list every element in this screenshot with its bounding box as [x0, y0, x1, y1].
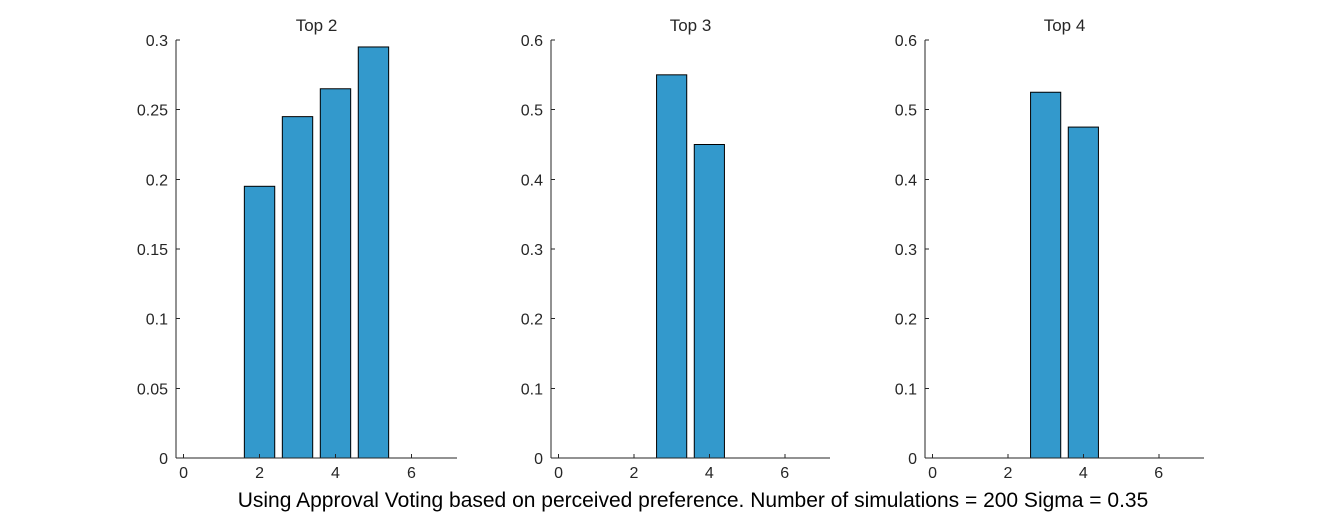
bar-5: [357, 46, 390, 459]
y-tick-label: 0.5: [895, 103, 917, 120]
x-tick-label: 0: [554, 465, 563, 482]
bar-3: [656, 74, 688, 459]
chart-panel-top-2: 0 0.05 0.1 0.15 0.2 0.25 0.3 0 2 4 6 Top 2: [137, 16, 457, 482]
chart-panel-top-3: 0 0.1 0.2 0.3 0.4 0.5 0.6 0 2 4 6 Top 3: [521, 16, 830, 482]
x-tick-label: 4: [1079, 465, 1088, 482]
y-tick-label: 0.15: [137, 242, 168, 259]
y-tick-label: 0: [908, 451, 917, 468]
figure-caption: Using Approval Voting based on perceived…: [238, 489, 1149, 512]
x-tick-label: 2: [629, 465, 638, 482]
bar-4: [319, 88, 352, 459]
y-tick-label: 0.1: [895, 381, 917, 398]
x-tick-label: 6: [780, 465, 789, 482]
bar-2: [243, 185, 276, 459]
x-tick-label: 6: [1154, 465, 1163, 482]
panel-title: Top 4: [1044, 16, 1086, 35]
y-tick-label: 0.05: [137, 381, 168, 398]
y-tick-label: 0.4: [521, 172, 543, 189]
x-tick-label: 2: [255, 465, 264, 482]
bar-4: [1067, 126, 1099, 459]
chart-panel-top-4: 0 0.1 0.2 0.3 0.4 0.5 0.6 0 2 4 6 Top 4: [895, 16, 1204, 482]
panel-title: Top 2: [296, 16, 338, 35]
x-tick-label: 4: [331, 465, 340, 482]
bar-4: [693, 144, 725, 459]
y-tick-label: 0.1: [521, 381, 543, 398]
x-tick-label: 2: [1003, 465, 1012, 482]
x-tick-label: 6: [407, 465, 416, 482]
panel-title: Top 3: [670, 16, 712, 35]
y-tick-label: 0.2: [146, 172, 168, 189]
bar-3: [281, 116, 314, 459]
y-tick-label: 0: [534, 451, 543, 468]
y-tick-label: 0: [159, 451, 168, 468]
y-tick-label: 0.2: [895, 312, 917, 329]
x-tick-label: 0: [179, 465, 188, 482]
y-tick-label: 0.5: [521, 103, 543, 120]
y-tick-label: 0.6: [521, 33, 543, 50]
x-tick-label: 0: [928, 465, 937, 482]
y-tick-label: 0.3: [521, 242, 543, 259]
y-tick-label: 0.3: [895, 242, 917, 259]
y-tick-label: 0.3: [146, 33, 168, 50]
bar-3: [1030, 91, 1062, 459]
y-tick-label: 0.4: [895, 172, 917, 189]
y-tick-label: 0.6: [895, 33, 917, 50]
y-tick-label: 0.25: [137, 103, 168, 120]
y-tick-label: 0.2: [521, 312, 543, 329]
y-tick-label: 0.1: [146, 312, 168, 329]
x-tick-label: 4: [705, 465, 714, 482]
